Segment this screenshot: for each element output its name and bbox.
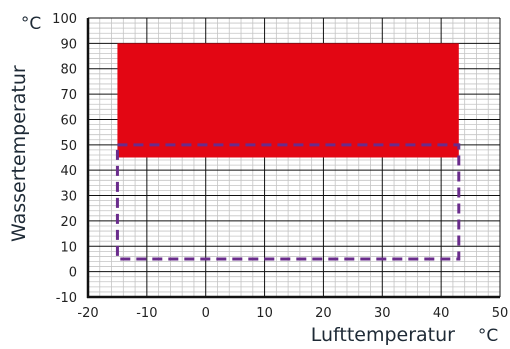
- y-tick-label: 90: [60, 37, 77, 52]
- y-tick-label: 80: [60, 63, 77, 78]
- y-axis-unit: °C: [21, 14, 41, 34]
- x-tick-label: -20: [77, 306, 98, 321]
- x-tick-label: -10: [136, 306, 157, 321]
- x-axis-title: Lufttemperatur: [311, 324, 455, 346]
- region-dashed-1: [115, 143, 461, 261]
- y-tick-label: 60: [60, 113, 77, 128]
- x-tick-label: 20: [315, 306, 332, 321]
- y-tick-label: 0: [69, 266, 77, 281]
- y-tick-label: 10: [60, 240, 77, 255]
- y-tick-label: 100: [52, 12, 77, 27]
- x-tick-label: 40: [433, 306, 450, 321]
- y-tick-label: 40: [60, 164, 77, 179]
- axes: [86, 18, 500, 299]
- y-tick-labels: -10 0 10 20 30 40 50 60 70 80 90 100: [52, 12, 77, 306]
- y-tick-label: 30: [60, 190, 77, 205]
- x-tick-label: 30: [374, 306, 391, 321]
- x-axis-unit: °C: [478, 326, 498, 346]
- y-tick-label: 20: [60, 215, 77, 230]
- regions: [115, 43, 461, 261]
- x-tick-label: 10: [256, 306, 273, 321]
- y-axis-title: Wassertemperatur: [8, 65, 30, 242]
- x-tick-labels: -20 -10 0 10 20 30 40 50: [77, 306, 508, 321]
- x-tick-label: 0: [202, 306, 210, 321]
- y-tick-label: 70: [60, 88, 77, 103]
- y-tick-label: 50: [60, 139, 77, 154]
- y-tick-label: -10: [56, 291, 77, 306]
- region-filled-0: [117, 43, 459, 158]
- x-tick-label: 50: [492, 306, 509, 321]
